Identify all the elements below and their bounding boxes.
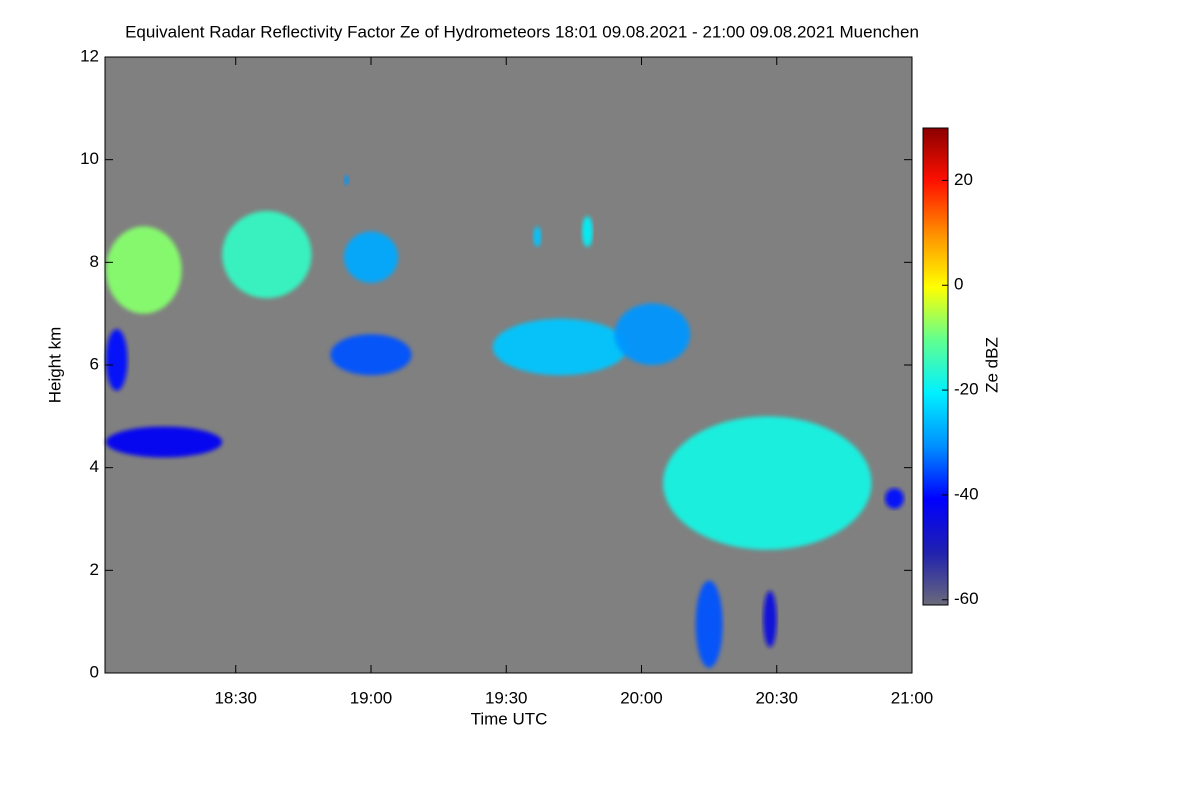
colorbar-tick-label: -20: [954, 380, 979, 399]
colorbar-label: Ze dBZ: [982, 337, 1001, 393]
echo: [884, 488, 904, 509]
x-tick-label: 21:00: [891, 688, 934, 707]
x-tick-label: 19:30: [485, 688, 528, 707]
colorbar-tick-label: -60: [954, 589, 979, 608]
y-tick-label: 4: [90, 457, 99, 476]
x-tick-label: 20:00: [620, 688, 663, 707]
echo: [343, 175, 350, 186]
x-tick-label: 18:30: [214, 688, 257, 707]
echo: [105, 426, 223, 458]
echo: [105, 329, 128, 391]
y-tick-label: 6: [90, 354, 99, 373]
y-tick-label: 12: [80, 46, 99, 65]
echo: [533, 226, 542, 247]
colorbar-tick-label: 0: [954, 275, 963, 294]
echo: [492, 318, 628, 376]
echo: [222, 211, 312, 299]
chart-title: Equivalent Radar Reflectivity Factor Ze …: [125, 22, 919, 41]
echo: [695, 580, 723, 668]
echo: [614, 303, 691, 366]
echo: [330, 334, 412, 376]
y-tick-label: 10: [80, 149, 99, 168]
echo: [105, 226, 182, 314]
colorbar: [922, 127, 949, 606]
y-tick-label: 8: [90, 252, 99, 271]
echo: [343, 231, 399, 283]
x-axis-label: Time UTC: [471, 709, 548, 728]
echo: [763, 590, 777, 648]
y-tick-label: 2: [90, 560, 99, 579]
y-tick-label: 0: [90, 662, 99, 681]
y-axis-label: Height km: [45, 327, 64, 404]
x-tick-label: 20:30: [755, 688, 798, 707]
colorbar-tick-label: 20: [954, 170, 973, 189]
echo: [663, 416, 872, 550]
colorbar-tick-label: -40: [954, 484, 979, 503]
echo: [581, 216, 593, 247]
x-tick-label: 19:00: [350, 688, 393, 707]
